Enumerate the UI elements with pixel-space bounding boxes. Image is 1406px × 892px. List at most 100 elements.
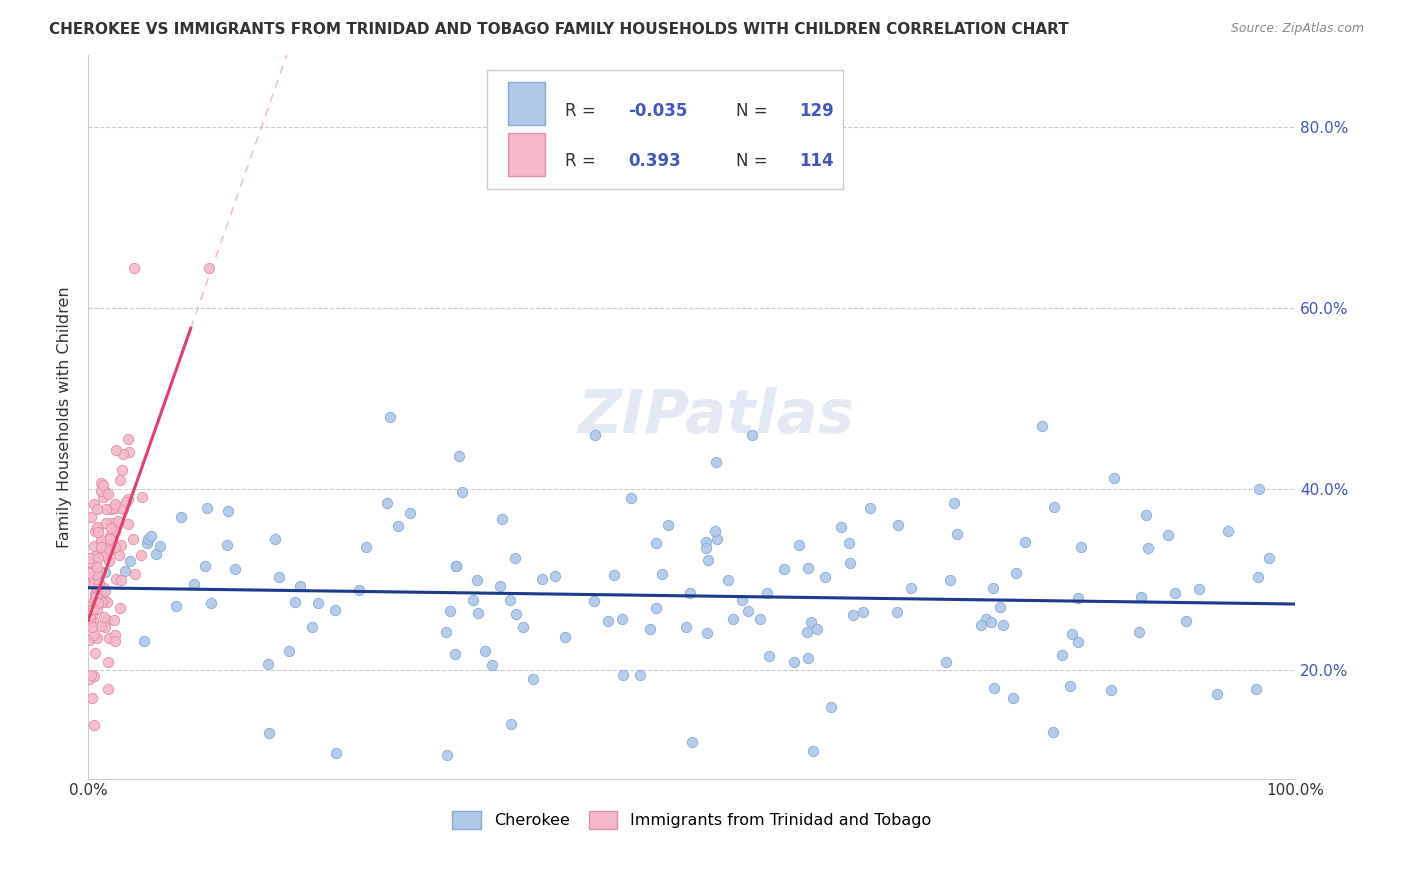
Point <box>993 618 1015 632</box>
Point <box>104 497 127 511</box>
Point <box>465 573 488 587</box>
Point <box>773 562 796 576</box>
Point <box>651 566 673 581</box>
Point <box>1157 528 1180 542</box>
Point <box>89 575 111 590</box>
Point <box>257 657 280 671</box>
Point <box>939 574 962 588</box>
Point <box>97 554 120 568</box>
Point <box>1246 681 1268 696</box>
Point <box>82 614 104 628</box>
Point <box>87 525 110 540</box>
Point <box>94 565 117 579</box>
Point <box>93 619 115 633</box>
Point <box>387 519 409 533</box>
Point <box>87 596 110 610</box>
Point <box>797 561 820 575</box>
Point <box>100 502 122 516</box>
Point <box>114 564 136 578</box>
Point <box>98 632 121 646</box>
Point <box>112 501 135 516</box>
Point <box>820 700 842 714</box>
Point <box>267 570 290 584</box>
Point <box>307 596 329 610</box>
Point <box>284 595 307 609</box>
Point <box>117 492 139 507</box>
Point <box>1175 615 1198 629</box>
Point <box>512 620 534 634</box>
Point <box>467 607 489 621</box>
Point <box>491 511 513 525</box>
Point <box>838 536 860 550</box>
Point <box>80 555 103 569</box>
Point <box>82 570 104 584</box>
Point <box>598 615 620 629</box>
Point <box>301 620 323 634</box>
Point <box>86 578 108 592</box>
Point <box>121 532 143 546</box>
Point <box>93 538 115 552</box>
Point <box>97 656 120 670</box>
Point <box>1042 725 1064 739</box>
Point <box>981 581 1004 595</box>
Point <box>706 533 728 547</box>
Point <box>98 532 121 546</box>
Point <box>86 582 108 596</box>
Point <box>612 668 634 682</box>
Point <box>91 490 114 504</box>
Point <box>100 542 122 557</box>
Point <box>86 588 108 602</box>
Point <box>1137 541 1160 555</box>
Point <box>117 432 139 446</box>
Point <box>842 607 865 622</box>
Point <box>165 599 187 613</box>
Text: Source: ZipAtlas.com: Source: ZipAtlas.com <box>1230 22 1364 36</box>
Y-axis label: Family Households with Children: Family Households with Children <box>58 286 72 548</box>
Point <box>108 600 131 615</box>
Point <box>1128 624 1150 639</box>
Point <box>544 569 567 583</box>
Point <box>499 717 522 731</box>
Point <box>86 520 108 534</box>
Point <box>450 485 472 500</box>
Point <box>657 518 679 533</box>
Point <box>943 496 966 510</box>
Text: ZIPatlas: ZIPatlas <box>578 387 855 446</box>
Point <box>107 515 129 529</box>
Point <box>87 521 110 535</box>
Point <box>104 524 127 538</box>
Point <box>323 603 346 617</box>
Point <box>79 599 101 614</box>
Point <box>108 473 131 487</box>
Point <box>89 584 111 599</box>
Point <box>110 538 132 552</box>
Point <box>444 558 467 573</box>
Point <box>1043 500 1066 515</box>
Point <box>80 619 103 633</box>
Point <box>974 612 997 626</box>
Point <box>103 614 125 628</box>
Point <box>183 576 205 591</box>
Point <box>638 622 661 636</box>
Point <box>704 455 727 469</box>
Point <box>94 544 117 558</box>
Point <box>87 596 110 610</box>
Point <box>290 579 312 593</box>
Point <box>782 655 804 669</box>
Point <box>277 643 299 657</box>
Point <box>378 409 401 424</box>
Point <box>86 601 108 615</box>
Point <box>118 444 141 458</box>
Point <box>80 564 103 578</box>
Point <box>101 516 124 530</box>
Point <box>887 518 910 533</box>
Point <box>97 487 120 501</box>
Point <box>583 594 606 608</box>
Text: N =: N = <box>737 102 773 120</box>
Point <box>79 615 101 629</box>
Point <box>1188 582 1211 596</box>
Point <box>90 534 112 549</box>
Point <box>103 501 125 516</box>
Point <box>505 607 527 622</box>
Point <box>970 617 993 632</box>
